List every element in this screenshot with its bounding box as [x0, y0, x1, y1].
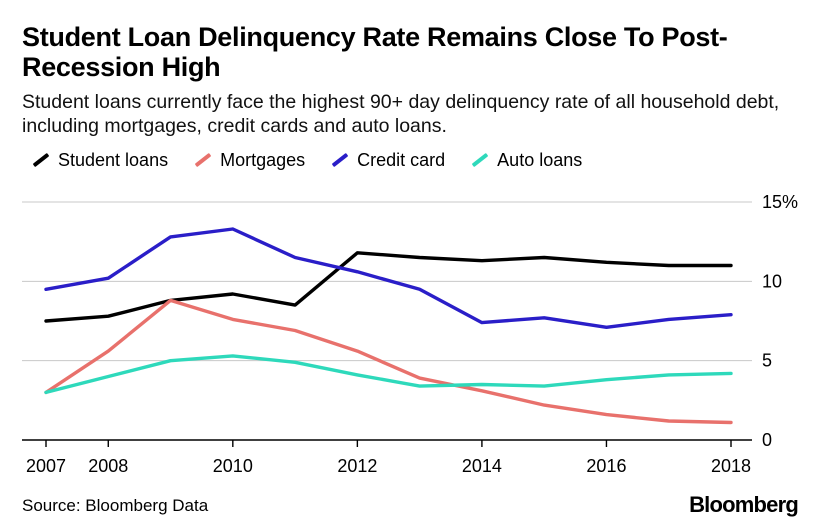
- series-line-credit-card: [44, 227, 733, 329]
- x-tick-label: 2014: [462, 456, 502, 476]
- legend-item: Mortgages: [194, 150, 305, 171]
- x-tick-label: 2008: [88, 456, 128, 476]
- chart-title: Student Loan Delinquency Rate Remains Cl…: [22, 22, 728, 82]
- y-tick-label: 5: [762, 351, 772, 371]
- legend-item: Student loans: [32, 150, 168, 171]
- x-tick-label: 2016: [586, 456, 626, 476]
- series-line-mortgages: [44, 298, 733, 425]
- series-line-student-loans: [44, 251, 733, 323]
- x-tick-label: 2010: [213, 456, 253, 476]
- chart-subtitle: Student loans currently face the highest…: [22, 91, 780, 137]
- series-line-auto-loans: [44, 354, 733, 395]
- source-note: Source: Bloomberg Data: [22, 496, 209, 515]
- legend-label: Auto loans: [497, 149, 583, 170]
- brand-logo: Bloomberg: [689, 492, 799, 517]
- y-tick-label: 10: [762, 271, 782, 291]
- legend-item: Credit card: [331, 150, 445, 171]
- y-tick-label: 0: [762, 430, 772, 450]
- legend-item: Auto loans: [471, 150, 582, 171]
- chart-legend: Student loans Mortgages Credit card Auto lo…: [32, 148, 608, 172]
- y-tick-label: 15%: [762, 192, 798, 212]
- legend-label: Credit card: [357, 149, 446, 170]
- x-tick-label: 2018: [711, 456, 751, 476]
- legend-label: Mortgages: [220, 149, 306, 170]
- legend-label: Student loans: [58, 149, 169, 170]
- x-tick-label: 2007: [26, 456, 66, 476]
- x-tick-label: 2012: [337, 456, 377, 476]
